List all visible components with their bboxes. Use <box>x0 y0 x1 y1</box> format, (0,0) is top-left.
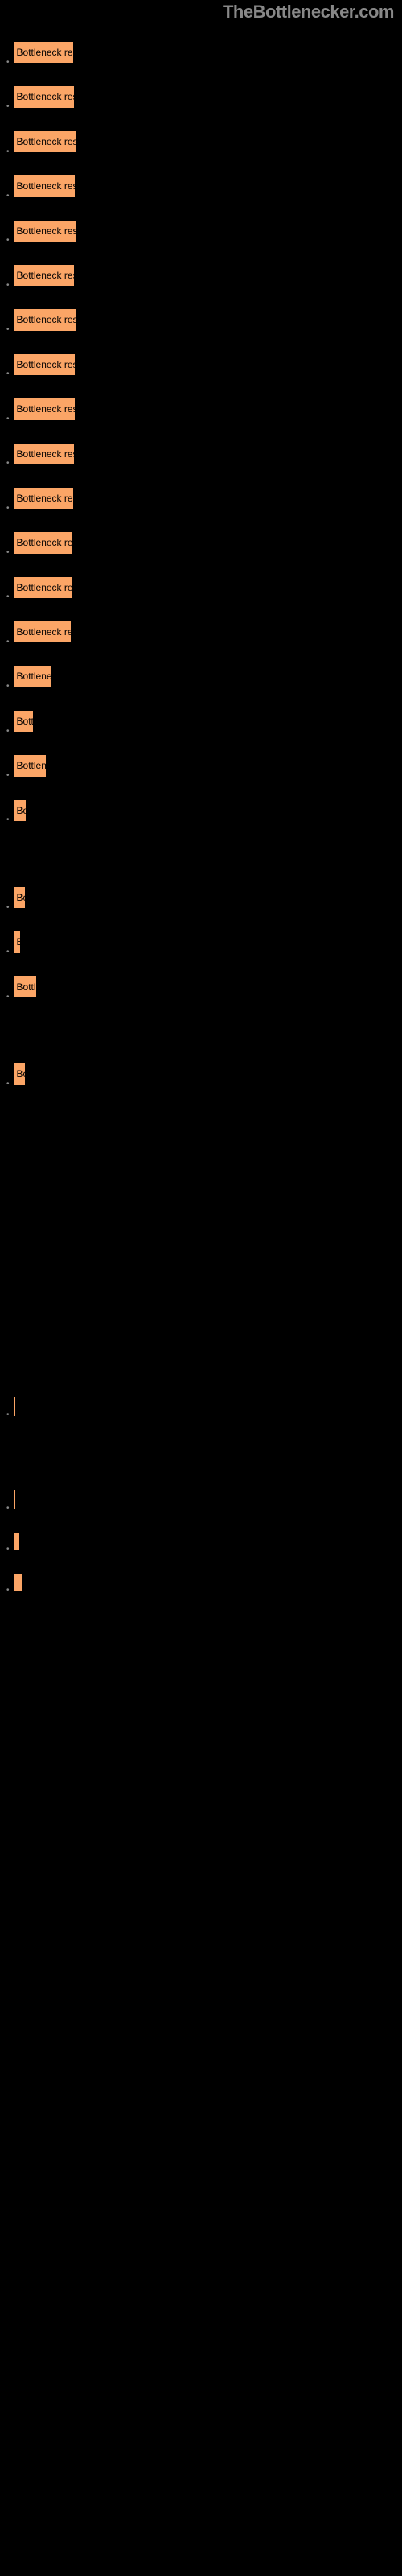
bar-row: •Bottleneck result <box>6 219 396 246</box>
bullet-icon: • <box>6 771 10 780</box>
bar-item: Bottleneck result <box>12 975 38 999</box>
bullet-icon: • <box>6 903 10 912</box>
bar-row: •Bottleneck result <box>6 709 396 736</box>
bullet-icon: • <box>6 815 10 824</box>
bar-item: Bottleneck result <box>12 664 53 688</box>
bar-row: •Bottleneck result <box>6 308 396 334</box>
bullet-icon: • <box>6 1410 10 1419</box>
bar-item: Bottleneck result <box>12 530 73 555</box>
bar-row: •Bottleneck result <box>6 85 396 111</box>
bar-row: • <box>6 1531 396 1554</box>
bar-item: Bottleneck result <box>12 799 27 823</box>
bullet-icon: • <box>6 947 10 956</box>
bar-row: •Bottleneck result <box>6 620 396 646</box>
bullet-icon: • <box>6 682 10 691</box>
bar-item: Bottleneck result <box>12 886 27 910</box>
bar-row: •Bottleneck result <box>6 486 396 513</box>
bar-item: Bottleneck result <box>12 397 76 421</box>
bar-item: Bottleneck result <box>12 576 73 600</box>
bullet-icon: • <box>6 1080 10 1088</box>
bar-row: • <box>6 1572 396 1596</box>
bar-item: Bottleneck result <box>12 709 35 733</box>
bullet-icon: • <box>6 415 10 423</box>
bullet-icon: • <box>6 192 10 200</box>
bar-row: •Bottleneck result <box>6 975 396 1001</box>
bar-item: Bottleneck result <box>12 85 76 109</box>
bullet-icon: • <box>6 993 10 1001</box>
bar-row: •Bottleneck result <box>6 886 396 912</box>
bar-item: Bottleneck result <box>12 1062 27 1086</box>
bar-row: •Bottleneck result <box>6 40 396 67</box>
bar-row: •Bottleneck result <box>6 664 396 691</box>
bullet-icon: • <box>6 325 10 334</box>
bullet-icon: • <box>6 548 10 557</box>
bullet-icon: • <box>6 638 10 646</box>
bar-row: •Bottleneck result <box>6 799 396 825</box>
bar-row: •Bottleneck result <box>6 130 396 156</box>
bar-row: •Bottleneck result <box>6 753 396 780</box>
bar-item: Bottleneck result <box>12 263 76 287</box>
bar-row: •Bottleneck result <box>6 174 396 200</box>
bar-item: Bottleneck result <box>12 308 77 332</box>
bar-item: Bottleneck result <box>12 753 47 778</box>
bar-item: Bottleneck result <box>12 174 76 198</box>
bar-row: •Bottleneck result <box>6 930 396 956</box>
bar-row: •Bottleneck result <box>6 442 396 469</box>
bar-row: •Bottleneck result <box>6 576 396 602</box>
bar-item: Bottleneck result <box>12 40 75 64</box>
bar-item: Bottleneck result <box>12 442 76 466</box>
bar-item <box>12 1395 17 1418</box>
bar-row: •Bottleneck result <box>6 353 396 379</box>
bullet-icon: • <box>6 1545 10 1554</box>
bar-item <box>12 1572 23 1593</box>
bullet-icon: • <box>6 102 10 111</box>
bullet-icon: • <box>6 592 10 601</box>
bar-item: Bottleneck result <box>12 930 22 954</box>
brand-label: TheBottlenecker.com <box>223 2 394 23</box>
bullet-icon: • <box>6 1504 10 1513</box>
bar-row: • <box>6 1488 396 1513</box>
bar-row: •Bottleneck result <box>6 263 396 290</box>
bar-item: Bottleneck result <box>12 130 77 154</box>
bullet-icon: • <box>6 1586 10 1595</box>
bar-item: Bottleneck result <box>12 486 75 510</box>
bar-row: •Bottleneck result <box>6 397 396 423</box>
bullet-icon: • <box>6 58 10 67</box>
bullet-icon: • <box>6 369 10 378</box>
bar-row: • <box>6 1395 396 1420</box>
bar-item: Bottleneck result <box>12 219 78 243</box>
bar-item <box>12 1488 17 1511</box>
bar-chart-container: •Bottleneck result•Bottleneck result•Bot… <box>0 0 402 1621</box>
bullet-icon: • <box>6 236 10 245</box>
bar-row: •Bottleneck result <box>6 530 396 557</box>
bullet-icon: • <box>6 504 10 513</box>
bar-row: •Bottleneck result <box>6 1062 396 1088</box>
bar-item <box>12 1531 21 1552</box>
bullet-icon: • <box>6 147 10 156</box>
bar-item: Bottleneck result <box>12 353 76 377</box>
bar-item: Bottleneck result <box>12 620 72 644</box>
bullet-icon: • <box>6 281 10 290</box>
bullet-icon: • <box>6 459 10 468</box>
bullet-icon: • <box>6 727 10 736</box>
